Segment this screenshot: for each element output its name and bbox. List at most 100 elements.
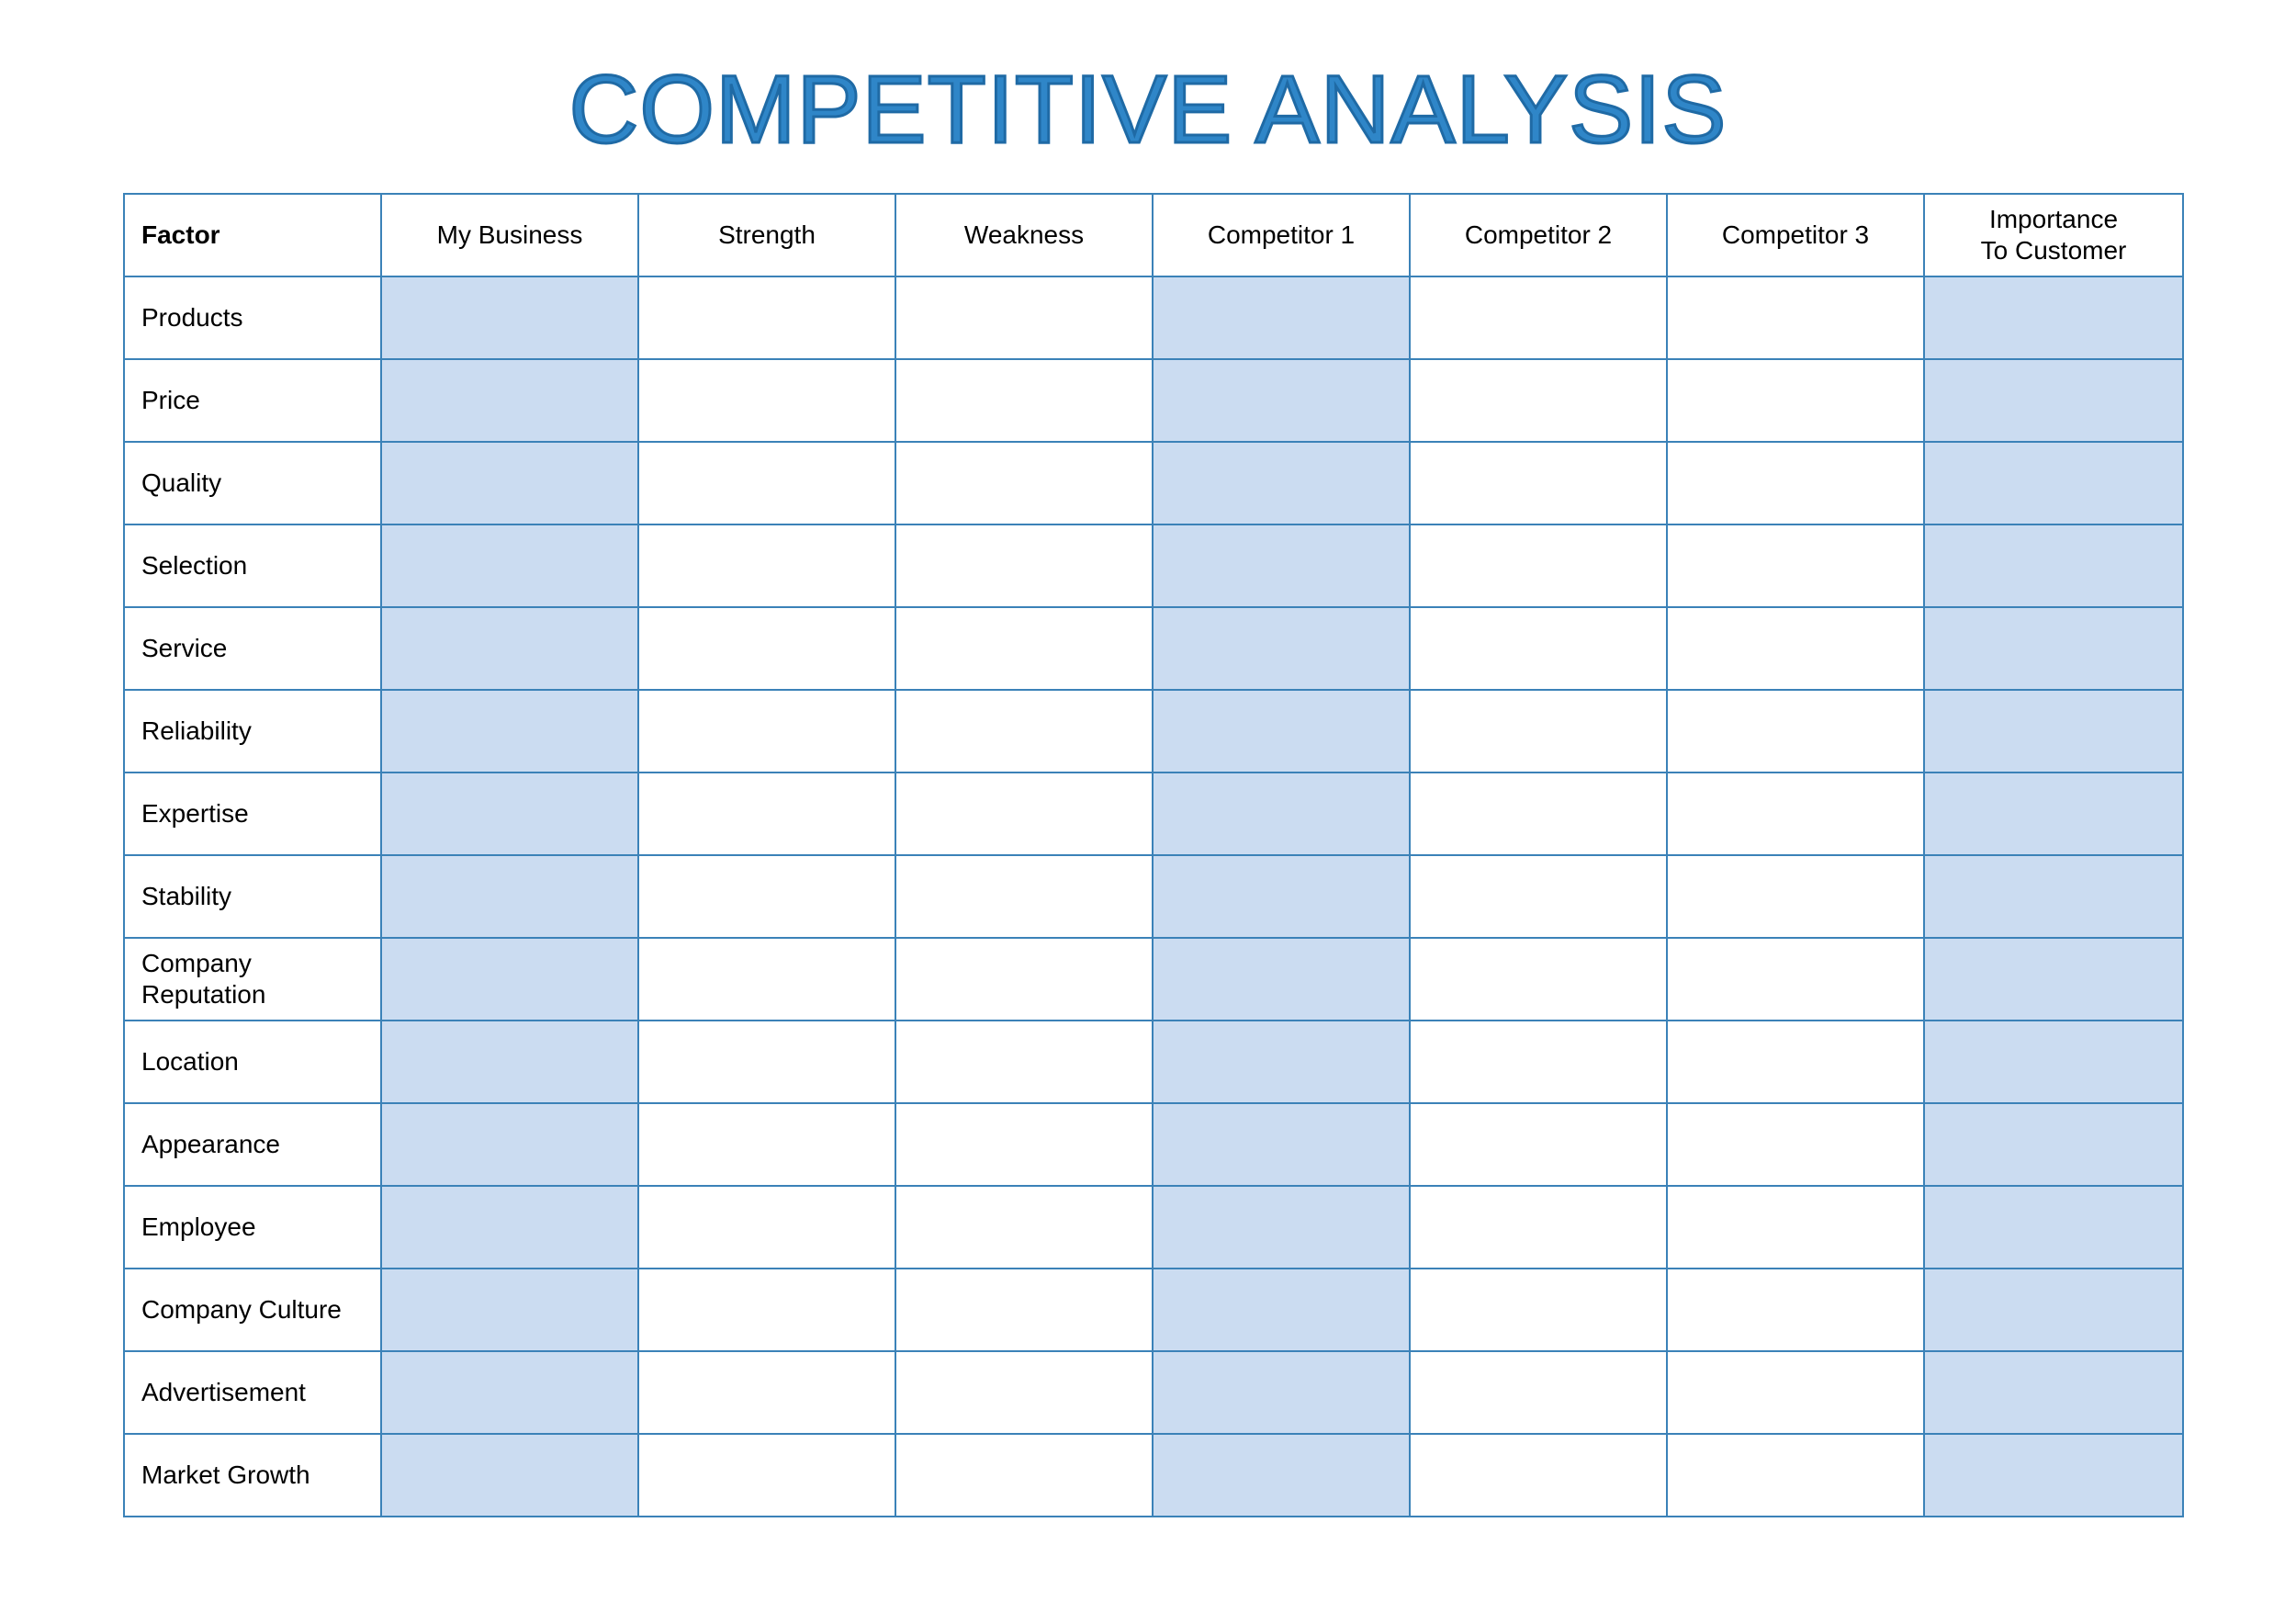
entry-cell[interactable]	[380, 524, 639, 608]
entry-cell[interactable]	[1666, 1102, 1925, 1187]
entry-cell[interactable]	[380, 276, 639, 360]
entry-cell[interactable]	[1923, 1350, 2184, 1435]
entry-cell[interactable]	[1409, 441, 1668, 525]
entry-cell[interactable]	[1152, 441, 1411, 525]
entry-cell[interactable]	[1923, 689, 2184, 773]
entry-cell[interactable]	[1666, 772, 1925, 856]
entry-cell[interactable]	[1152, 1268, 1411, 1352]
entry-cell[interactable]	[1923, 606, 2184, 691]
entry-cell[interactable]	[1923, 1185, 2184, 1269]
entry-cell[interactable]	[1409, 689, 1668, 773]
entry-cell[interactable]	[1666, 689, 1925, 773]
entry-cell[interactable]	[1409, 1350, 1668, 1435]
entry-cell[interactable]	[895, 276, 1154, 360]
entry-cell[interactable]	[1152, 772, 1411, 856]
entry-cell[interactable]	[895, 358, 1154, 443]
entry-cell[interactable]	[380, 441, 639, 525]
entry-cell[interactable]	[1923, 772, 2184, 856]
entry-cell[interactable]	[1152, 1020, 1411, 1104]
entry-cell[interactable]	[1923, 937, 2184, 1021]
entry-cell[interactable]	[1152, 524, 1411, 608]
entry-cell[interactable]	[1152, 1185, 1411, 1269]
entry-cell[interactable]	[1409, 1268, 1668, 1352]
entry-cell[interactable]	[1409, 606, 1668, 691]
entry-cell[interactable]	[637, 606, 896, 691]
entry-cell[interactable]	[1666, 1268, 1925, 1352]
entry-cell[interactable]	[895, 854, 1154, 939]
entry-cell[interactable]	[1666, 854, 1925, 939]
entry-cell[interactable]	[637, 276, 896, 360]
entry-cell[interactable]	[895, 937, 1154, 1021]
entry-cell[interactable]	[895, 1350, 1154, 1435]
entry-cell[interactable]	[380, 772, 639, 856]
entry-cell[interactable]	[1152, 276, 1411, 360]
entry-cell[interactable]	[1666, 1185, 1925, 1269]
entry-cell[interactable]	[637, 937, 896, 1021]
entry-cell[interactable]	[1152, 1433, 1411, 1517]
entry-cell[interactable]	[637, 1433, 896, 1517]
entry-cell[interactable]	[1409, 1185, 1668, 1269]
entry-cell[interactable]	[1923, 1102, 2184, 1187]
entry-cell[interactable]	[1409, 524, 1668, 608]
entry-cell[interactable]	[895, 1185, 1154, 1269]
entry-cell[interactable]	[1666, 937, 1925, 1021]
entry-cell[interactable]	[637, 441, 896, 525]
entry-cell[interactable]	[1152, 358, 1411, 443]
entry-cell[interactable]	[1152, 689, 1411, 773]
entry-cell[interactable]	[637, 1185, 896, 1269]
entry-cell[interactable]	[1923, 1433, 2184, 1517]
entry-cell[interactable]	[380, 1350, 639, 1435]
entry-cell[interactable]	[895, 441, 1154, 525]
entry-cell[interactable]	[380, 1185, 639, 1269]
entry-cell[interactable]	[637, 1102, 896, 1187]
entry-cell[interactable]	[380, 1268, 639, 1352]
entry-cell[interactable]	[1152, 606, 1411, 691]
entry-cell[interactable]	[895, 772, 1154, 856]
entry-cell[interactable]	[1923, 1020, 2184, 1104]
entry-cell[interactable]	[637, 1268, 896, 1352]
entry-cell[interactable]	[1152, 937, 1411, 1021]
entry-cell[interactable]	[1666, 1433, 1925, 1517]
entry-cell[interactable]	[380, 937, 639, 1021]
entry-cell[interactable]	[1666, 441, 1925, 525]
entry-cell[interactable]	[637, 772, 896, 856]
entry-cell[interactable]	[1666, 358, 1925, 443]
entry-cell[interactable]	[380, 854, 639, 939]
entry-cell[interactable]	[637, 689, 896, 773]
entry-cell[interactable]	[1409, 854, 1668, 939]
entry-cell[interactable]	[1409, 276, 1668, 360]
entry-cell[interactable]	[380, 358, 639, 443]
entry-cell[interactable]	[1666, 1350, 1925, 1435]
entry-cell[interactable]	[1409, 358, 1668, 443]
entry-cell[interactable]	[637, 524, 896, 608]
entry-cell[interactable]	[895, 1020, 1154, 1104]
entry-cell[interactable]	[1409, 1020, 1668, 1104]
entry-cell[interactable]	[895, 1102, 1154, 1187]
entry-cell[interactable]	[380, 689, 639, 773]
entry-cell[interactable]	[1152, 1102, 1411, 1187]
entry-cell[interactable]	[1923, 1268, 2184, 1352]
entry-cell[interactable]	[1152, 1350, 1411, 1435]
entry-cell[interactable]	[1923, 524, 2184, 608]
entry-cell[interactable]	[895, 524, 1154, 608]
entry-cell[interactable]	[1409, 772, 1668, 856]
entry-cell[interactable]	[637, 1350, 896, 1435]
entry-cell[interactable]	[1152, 854, 1411, 939]
entry-cell[interactable]	[380, 1020, 639, 1104]
entry-cell[interactable]	[1923, 854, 2184, 939]
entry-cell[interactable]	[1666, 606, 1925, 691]
entry-cell[interactable]	[1666, 1020, 1925, 1104]
entry-cell[interactable]	[637, 1020, 896, 1104]
entry-cell[interactable]	[1923, 276, 2184, 360]
entry-cell[interactable]	[895, 1433, 1154, 1517]
entry-cell[interactable]	[895, 1268, 1154, 1352]
entry-cell[interactable]	[1923, 358, 2184, 443]
entry-cell[interactable]	[1409, 1102, 1668, 1187]
entry-cell[interactable]	[895, 689, 1154, 773]
entry-cell[interactable]	[1923, 441, 2184, 525]
entry-cell[interactable]	[1409, 1433, 1668, 1517]
entry-cell[interactable]	[1409, 937, 1668, 1021]
entry-cell[interactable]	[380, 1433, 639, 1517]
entry-cell[interactable]	[637, 358, 896, 443]
entry-cell[interactable]	[380, 606, 639, 691]
